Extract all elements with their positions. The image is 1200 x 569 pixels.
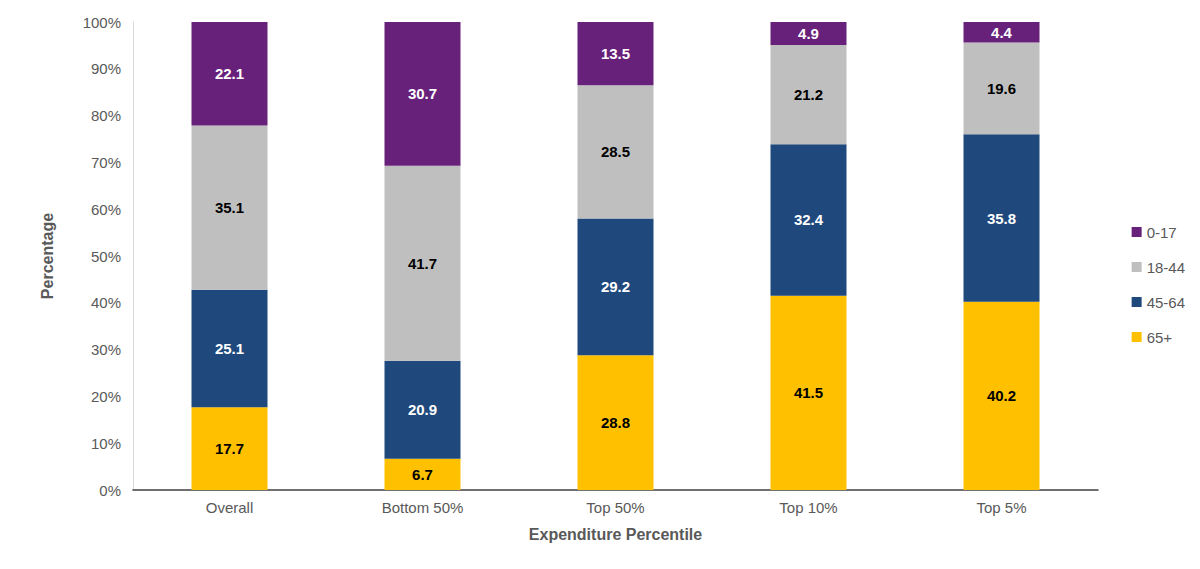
svg-text:65+: 65+	[1147, 329, 1173, 346]
svg-text:35.8: 35.8	[987, 210, 1016, 227]
svg-text:21.2: 21.2	[794, 86, 823, 103]
svg-text:100%: 100%	[83, 14, 121, 31]
svg-text:0-17: 0-17	[1147, 224, 1177, 241]
svg-text:22.1: 22.1	[215, 65, 244, 82]
svg-text:41.7: 41.7	[408, 255, 437, 272]
svg-text:19.6: 19.6	[987, 80, 1016, 97]
svg-text:10%: 10%	[91, 435, 121, 452]
svg-text:6.7: 6.7	[412, 466, 433, 483]
svg-text:28.8: 28.8	[601, 414, 630, 431]
svg-text:32.4: 32.4	[794, 211, 824, 228]
svg-text:29.2: 29.2	[601, 278, 630, 295]
svg-text:Top 5%: Top 5%	[976, 499, 1026, 516]
svg-text:Expenditure Percentile: Expenditure Percentile	[529, 526, 702, 543]
svg-text:25.1: 25.1	[215, 340, 244, 357]
svg-text:Percentage: Percentage	[39, 213, 56, 299]
svg-text:4.9: 4.9	[798, 25, 819, 42]
svg-text:41.5: 41.5	[794, 384, 823, 401]
svg-text:90%: 90%	[91, 60, 121, 77]
svg-text:40%: 40%	[91, 294, 121, 311]
svg-text:18-44: 18-44	[1147, 259, 1185, 276]
svg-text:20.9: 20.9	[408, 401, 437, 418]
svg-text:60%: 60%	[91, 201, 121, 218]
svg-text:70%: 70%	[91, 154, 121, 171]
svg-text:Overall: Overall	[206, 499, 254, 516]
svg-text:40.2: 40.2	[987, 387, 1016, 404]
svg-text:0%: 0%	[99, 482, 121, 499]
svg-text:30.7: 30.7	[408, 85, 437, 102]
svg-text:Top 10%: Top 10%	[779, 499, 837, 516]
svg-text:Top 50%: Top 50%	[586, 499, 644, 516]
svg-text:4.4: 4.4	[991, 24, 1013, 41]
svg-text:17.7: 17.7	[215, 440, 244, 457]
svg-text:50%: 50%	[91, 248, 121, 265]
svg-text:20%: 20%	[91, 388, 121, 405]
svg-text:28.5: 28.5	[601, 143, 630, 160]
svg-text:Bottom 50%: Bottom 50%	[382, 499, 464, 516]
svg-text:80%: 80%	[91, 107, 121, 124]
svg-text:30%: 30%	[91, 341, 121, 358]
svg-text:13.5: 13.5	[601, 45, 630, 62]
svg-text:45-64: 45-64	[1147, 294, 1185, 311]
svg-text:35.1: 35.1	[215, 199, 244, 216]
